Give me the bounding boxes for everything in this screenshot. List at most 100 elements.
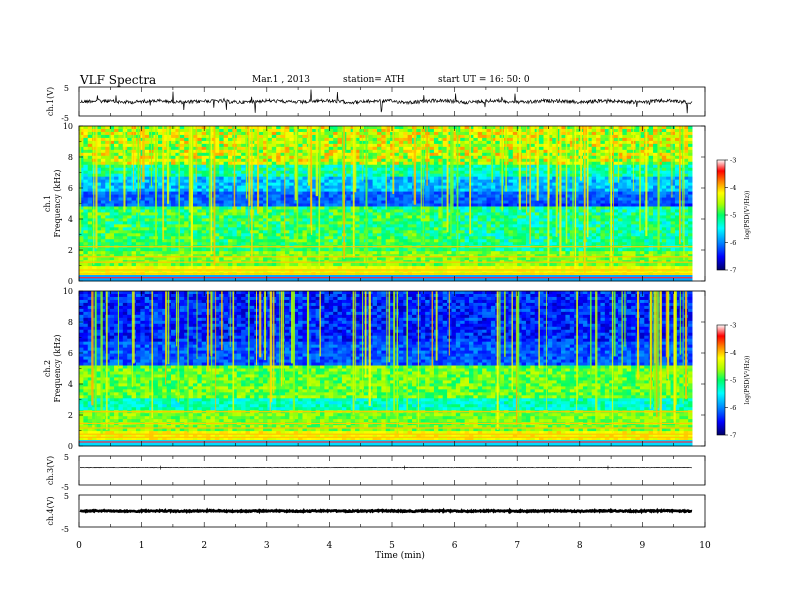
spectrogram-cell bbox=[490, 131, 496, 136]
spectrogram-cell bbox=[521, 221, 527, 225]
spectrogram-cell bbox=[631, 191, 636, 195]
spectrogram-cell bbox=[657, 131, 663, 136]
spectrogram-cell bbox=[469, 167, 474, 172]
spectrogram-cell bbox=[214, 152, 220, 157]
spectrogram-cell bbox=[653, 152, 658, 157]
spectrogram-cell bbox=[447, 182, 452, 187]
spectrogram-cell bbox=[648, 206, 654, 210]
spectrogram-cell bbox=[328, 164, 334, 169]
spectrogram-cell bbox=[315, 131, 321, 136]
spectrogram-cell bbox=[219, 134, 224, 139]
spectrogram-cell bbox=[114, 170, 119, 175]
spectrogram-cell bbox=[359, 126, 365, 130]
spectrogram-cell bbox=[556, 191, 562, 195]
spectrogram-cell bbox=[127, 200, 132, 204]
spectrogram-cell bbox=[333, 194, 338, 198]
spectrogram-cell bbox=[184, 212, 189, 216]
spectrogram-cell bbox=[490, 126, 496, 130]
spectrogram-cell bbox=[118, 137, 124, 142]
spectrogram-cell bbox=[83, 164, 89, 169]
spectrogram-cell bbox=[328, 176, 334, 181]
spectrogram-cell bbox=[587, 128, 593, 133]
spectrogram-cell bbox=[381, 197, 387, 201]
spectrogram-cell bbox=[596, 170, 601, 175]
spectrogram-cell bbox=[320, 188, 325, 192]
spectrogram-cell bbox=[289, 161, 295, 166]
spectrogram-cell bbox=[451, 128, 457, 133]
spectrogram-cell bbox=[284, 197, 290, 201]
spectrogram-cell bbox=[171, 206, 176, 210]
spectrogram-cell bbox=[280, 218, 286, 222]
spectrogram-cell bbox=[561, 188, 566, 192]
spectrogram-cell bbox=[241, 152, 246, 157]
spectrogram-cell bbox=[359, 134, 365, 139]
spectrogram-cell bbox=[368, 215, 373, 219]
spectrogram-cell bbox=[403, 131, 409, 136]
spectrogram-cell bbox=[311, 212, 317, 216]
spectrogram-cell bbox=[666, 218, 671, 222]
spectrogram-cell bbox=[333, 197, 338, 201]
spectrogram-cell bbox=[320, 179, 325, 184]
spectrogram-cell bbox=[258, 227, 264, 231]
spectrogram-cell bbox=[376, 179, 382, 184]
spectrogram-cell bbox=[657, 170, 663, 175]
spectrogram-cell bbox=[639, 158, 645, 163]
spectrogram-cell bbox=[214, 227, 220, 231]
spectrogram-cell bbox=[263, 158, 268, 163]
spectrogram-cell bbox=[302, 131, 308, 136]
spectrogram-cell bbox=[490, 206, 496, 210]
spectrogram-cell bbox=[525, 188, 531, 192]
spectrogram-cell bbox=[263, 167, 268, 172]
spectrogram-cell bbox=[171, 218, 176, 222]
spectrogram-cell bbox=[635, 221, 641, 225]
spectrogram-cell bbox=[587, 203, 593, 207]
spectrogram-cell bbox=[267, 126, 273, 130]
spectrogram-cell bbox=[666, 194, 671, 198]
spectrogram-cell bbox=[460, 188, 466, 192]
spectrogram-cell bbox=[311, 149, 317, 154]
spectrogram-cell bbox=[197, 152, 203, 157]
spectrogram-cell bbox=[574, 185, 579, 189]
spectrogram-cell bbox=[245, 197, 251, 201]
spectrogram-cell bbox=[284, 134, 290, 139]
spectrogram-cell bbox=[96, 197, 102, 201]
spectrogram-cell bbox=[311, 134, 317, 139]
spectrogram-cell bbox=[241, 227, 246, 231]
spectrogram-cell bbox=[661, 140, 667, 145]
spectrogram-cell bbox=[192, 191, 198, 195]
spectrogram-cell bbox=[394, 146, 400, 151]
spectrogram-cell bbox=[87, 128, 93, 133]
spectrogram-cell bbox=[416, 185, 422, 189]
spectrogram-cell bbox=[171, 182, 176, 187]
spectrogram-cell bbox=[254, 173, 260, 178]
spectrogram-cell bbox=[394, 152, 400, 157]
spectrogram-cell bbox=[429, 221, 435, 225]
spectrogram-cell bbox=[197, 188, 203, 192]
spectrogram-cell bbox=[482, 224, 487, 228]
spectrogram-cell bbox=[201, 170, 207, 175]
spectrogram-cell bbox=[486, 215, 492, 219]
spectrogram-cell bbox=[197, 161, 203, 166]
spectrogram-cell bbox=[574, 224, 579, 228]
spectrogram-cell bbox=[118, 158, 124, 163]
spectrogram-cell bbox=[184, 227, 189, 231]
spectrogram-cell bbox=[390, 224, 395, 228]
spectrogram-cell bbox=[184, 173, 189, 178]
spectrogram-cell bbox=[390, 203, 395, 207]
spectrogram-cell bbox=[508, 149, 514, 154]
spectrogram-cell bbox=[679, 158, 685, 163]
spectrogram-cell bbox=[96, 149, 102, 154]
spectrogram-cell bbox=[477, 209, 483, 213]
spectrogram-cell bbox=[114, 194, 119, 198]
spectrogram-cell bbox=[508, 227, 514, 231]
spectrogram-cell bbox=[105, 158, 111, 163]
spectrogram-cell bbox=[376, 137, 382, 142]
spectrogram-cell bbox=[569, 164, 575, 169]
spectrogram-cell bbox=[368, 224, 373, 228]
spectrogram-cell bbox=[600, 143, 606, 148]
spectrogram-cell bbox=[622, 170, 628, 175]
spectrogram-cell bbox=[451, 212, 457, 216]
spectrogram-cell bbox=[622, 227, 628, 231]
spectrogram-cell bbox=[679, 188, 685, 192]
y-tick-label: -5 bbox=[61, 114, 69, 123]
